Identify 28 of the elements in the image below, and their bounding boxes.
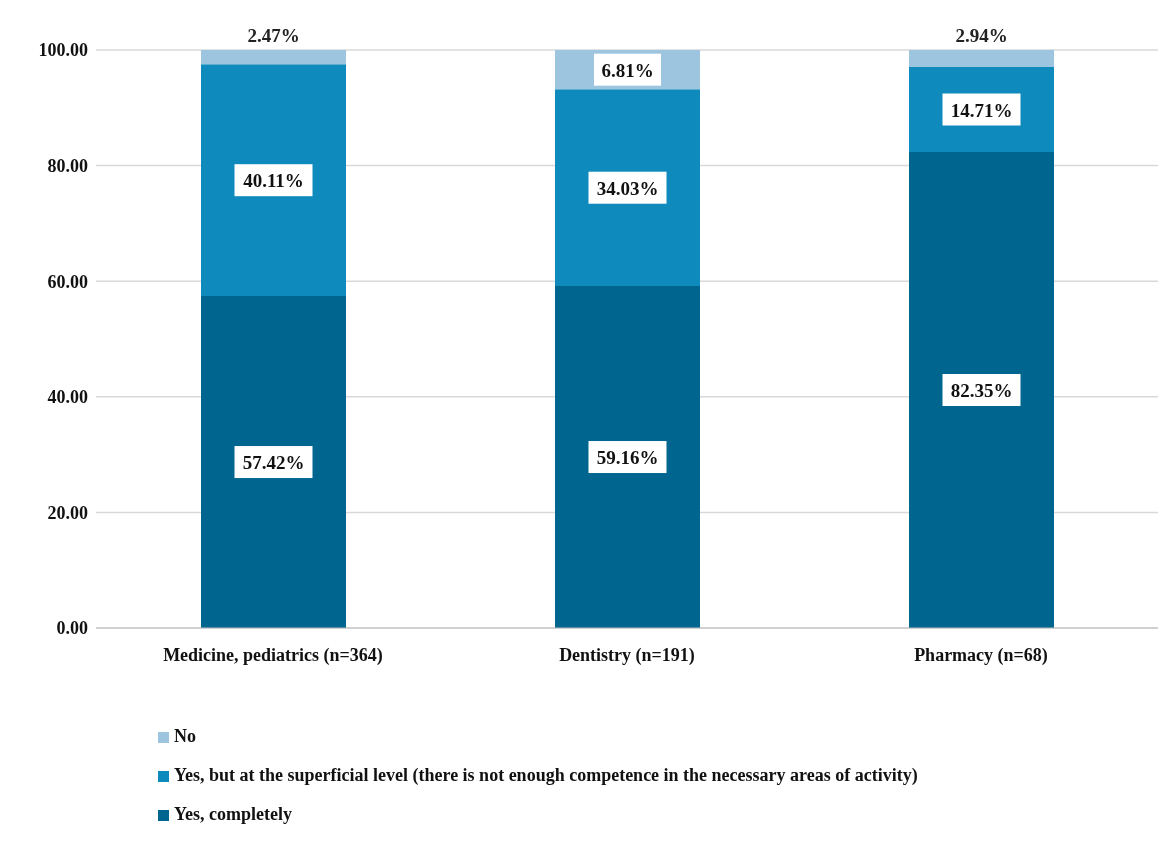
bar [909, 50, 1054, 67]
data-label: 34.03% [596, 177, 659, 199]
legend-label: Yes, but at the superficial level (there is not enough competence in the necessary areas of activity) [174, 765, 918, 786]
y-tick-label: 80.00 [47, 155, 88, 176]
data-label: 57.42% [242, 452, 305, 474]
data-label: 2.94% [955, 25, 1008, 46]
bar [201, 50, 346, 65]
y-tick-label: 100.00 [38, 40, 88, 61]
bar [555, 89, 700, 287]
bar [555, 286, 700, 628]
y-tick-label: 20.00 [47, 502, 88, 523]
data-label: 40.11% [243, 170, 304, 192]
y-tick-label: 40.00 [47, 387, 88, 408]
y-tick-label: 0.00 [56, 618, 88, 639]
data-label: 14.71% [950, 99, 1013, 121]
bar [201, 296, 346, 628]
y-tick-label: 60.00 [47, 271, 88, 292]
data-label: 82.35% [950, 380, 1013, 402]
data-label: 6.81% [601, 59, 654, 81]
legend-label: Yes, completely [174, 804, 292, 825]
x-tick-label: Dentistry (n=191) [559, 644, 695, 666]
x-tick-label: Pharmacy (n=68) [914, 644, 1048, 666]
data-label: 2.47% [247, 25, 300, 46]
x-tick-label: Medicine, pediatrics (n=364) [163, 644, 383, 666]
data-label: 59.16% [596, 447, 659, 469]
bar [909, 152, 1054, 628]
legend-label: No [174, 726, 196, 747]
bar [201, 64, 346, 297]
